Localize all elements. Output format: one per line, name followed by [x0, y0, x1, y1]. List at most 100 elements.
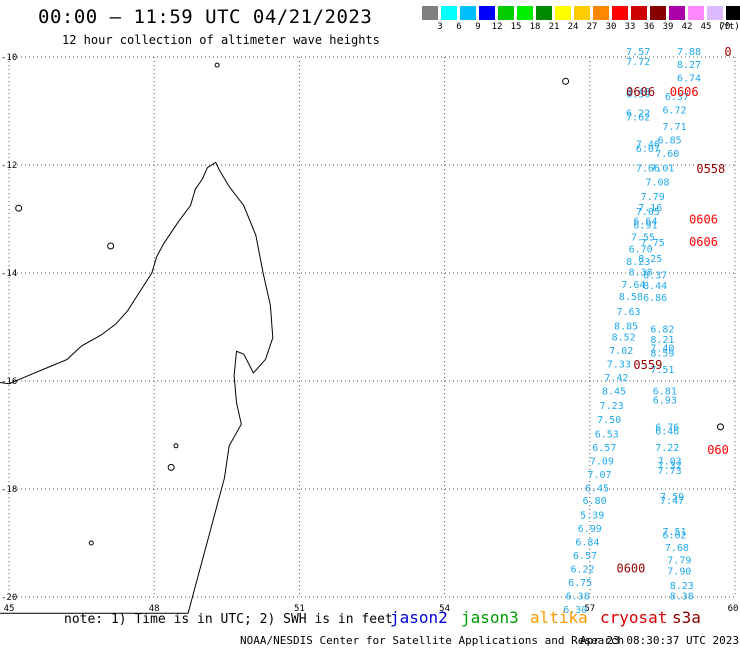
legend-swatch: [688, 6, 704, 20]
legend-swatch: [517, 6, 533, 20]
lat-lon-grid: [8, 56, 736, 598]
legend-label: 30: [605, 22, 617, 32]
wave-height-value: 7.68: [665, 543, 689, 554]
wave-height-value: 7.55: [631, 233, 655, 244]
legend-label: 36: [643, 22, 655, 32]
wave-height-value: 6.53: [595, 430, 619, 441]
wave-height-value: 6.76: [655, 423, 679, 434]
wave-height-value: 6.86: [643, 293, 667, 304]
wave-height-value: 7.59: [660, 492, 684, 503]
coastline: [0, 62, 724, 614]
legend-label: 12: [491, 22, 503, 32]
legend-swatch: [422, 6, 438, 20]
map-title: 00:00 – 11:59 UTC 04/21/2023: [38, 6, 373, 28]
wave-height-value: 6.81: [653, 387, 677, 398]
wave-height-value: 7.90: [667, 566, 691, 577]
legend-swatch: [631, 6, 647, 20]
wave-height-value: 8.25: [638, 254, 662, 265]
legend-swatch: [612, 6, 628, 20]
legend-swatch: [498, 6, 514, 20]
legend-swatch: [555, 6, 571, 20]
time-stamp-value: 0606: [689, 212, 718, 226]
lon-tick-label: 45: [4, 604, 15, 614]
satellite-label-jason2: jason2: [390, 608, 448, 627]
map-subtitle: 12 hour collection of altimeter wave hei…: [62, 33, 380, 47]
time-stamp-value: 0606: [689, 235, 718, 249]
wave-height-value: 6.02: [662, 531, 686, 542]
wave-height-value: 7.62: [626, 113, 650, 124]
wave-height-value: 7.09: [590, 457, 614, 468]
legend-label: 21: [548, 22, 560, 32]
legend-label: 39: [662, 22, 674, 32]
wave-height-value: 6.64: [633, 216, 657, 227]
wave-height-value: 6.57: [573, 551, 597, 562]
wave-height-value: 7.88: [677, 47, 701, 58]
wave-height-value: 6.85: [658, 135, 682, 146]
island-outline: [88, 540, 94, 546]
island-outline: [15, 204, 23, 212]
wave-height-value: 8.85: [614, 322, 638, 333]
wave-height-value: 8.52: [612, 333, 636, 344]
wave-height-value: 6.80: [583, 496, 607, 507]
wave-height-value: 8.58: [619, 292, 643, 303]
wave-height-value: 7.50: [597, 415, 621, 426]
wave-height-value: 6.22: [570, 565, 594, 576]
wave-height-value: 8.38: [670, 592, 694, 603]
wave-height-value: 7.79: [641, 192, 665, 203]
units-note: note: 1) Time is in UTC; 2) SWH is in fe…: [64, 612, 393, 627]
lat-tick-label: -16: [1, 377, 17, 387]
wave-height-value: 6.37: [665, 92, 689, 103]
wave-height-value: 7.40: [650, 343, 674, 354]
wave-height-value: 5.39: [580, 511, 604, 522]
wave-height-value: 7.08: [646, 178, 670, 189]
lon-tick-label: 51: [294, 604, 305, 614]
color-legend: 3 6 9 12 15 18 21 24 27 30 33 36 39 42 45 70 (ft): [422, 6, 740, 36]
legend-swatch: [460, 6, 476, 20]
wave-height-value: 7.75: [641, 238, 665, 249]
legend-label: 3: [437, 22, 443, 32]
wave-height-value: 7.64: [621, 280, 645, 291]
legend-label: 42: [681, 22, 693, 32]
wave-height-value: 6.74: [677, 73, 701, 84]
legend-swatch: [669, 6, 685, 20]
legend-swatch: [536, 6, 552, 20]
wave-height-value: 7.22: [655, 443, 679, 454]
wave-height-value: 7.73: [658, 466, 682, 477]
time-stamp-value: 0558: [696, 162, 725, 176]
wave-height-value: 8.23: [626, 257, 650, 268]
lat-tick-label: -10: [1, 53, 17, 63]
wave-height-value: 6.72: [662, 106, 686, 117]
wave-height-value: 6.59: [626, 90, 650, 101]
wave-height-value: 7.51: [650, 365, 674, 376]
wave-height-value: 6.30: [563, 605, 587, 616]
legend-unit: (ft): [718, 22, 740, 32]
wave-height-value: 7.03: [658, 457, 682, 468]
wave-height-value: 7.63: [616, 307, 640, 318]
satellite-label-cryosat: cryosat: [600, 608, 668, 627]
legend-swatch: [479, 6, 495, 20]
legend-swatch: [593, 6, 609, 20]
wave-height-value: 8.38: [629, 268, 653, 279]
wave-height-value: 8.27: [677, 60, 701, 71]
time-stamp-value: 0600: [616, 562, 645, 576]
wave-height-value: 7.71: [662, 122, 686, 133]
wave-height-value: 7.05: [636, 207, 660, 218]
wave-height-value: 7.42: [604, 373, 628, 384]
wave-height-value: 8.21: [650, 335, 674, 346]
wave-height-value: 7.57: [626, 47, 650, 58]
wave-height-value: 7.01: [650, 163, 674, 174]
lon-tick-label: 60: [728, 604, 739, 614]
legend-label: 9: [475, 22, 481, 32]
island-outline: [562, 77, 570, 85]
wave-height-value: 6.22: [626, 108, 650, 119]
legend-swatch: [650, 6, 666, 20]
wave-height-value: 7.51: [662, 527, 686, 538]
wave-height-value: 6.38: [566, 592, 590, 603]
lat-tick-label: -12: [1, 161, 17, 171]
wave-height-value: 6.07: [636, 144, 660, 155]
legend-swatch: [726, 6, 740, 20]
time-stamp-value: 060: [707, 443, 729, 457]
wave-height-value: 7.46: [636, 140, 660, 151]
